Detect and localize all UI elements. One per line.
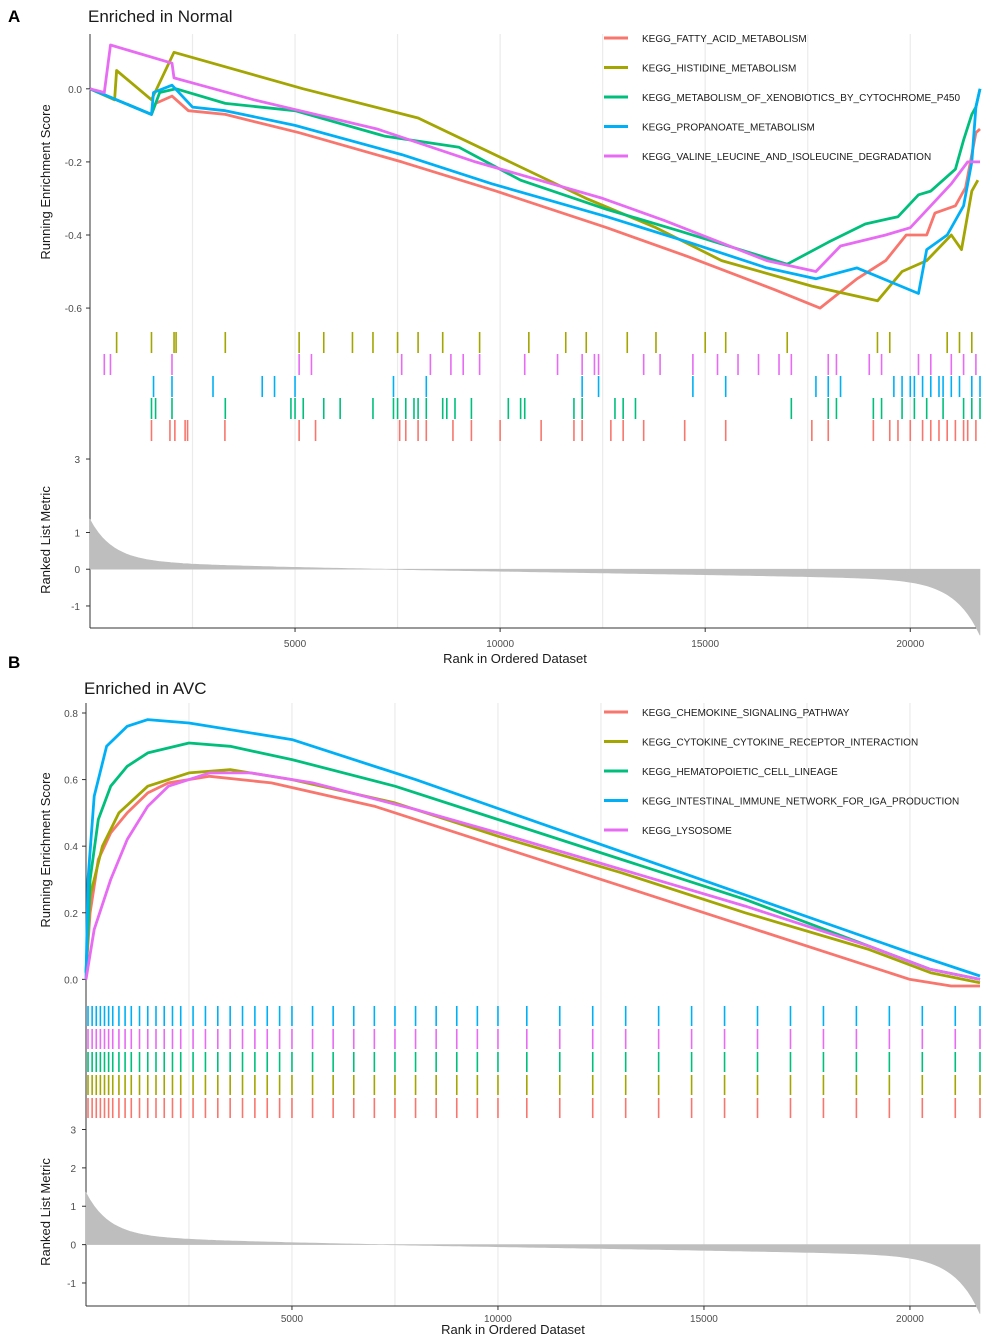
es-curve-1 (84, 774, 980, 988)
x-axis-label: Rank in Ordered Dataset (443, 651, 587, 666)
es-curve-4 (89, 83, 982, 295)
metric-tick-label: 3 (70, 1126, 76, 1137)
es-curve-5 (89, 43, 980, 273)
panel-a: A Enriched in Normal 0.0 -0.2 -0.4 -0.6 3 1 0 -1 5… (8, 7, 982, 666)
metric-tick-label: 1 (70, 1202, 76, 1213)
panel-letter: B (8, 653, 20, 672)
y-tick-label: 0.8 (64, 709, 78, 720)
legend-label: KEGG_CYTOKINE_CYTOKINE_RECEPTOR_INTERACT… (642, 738, 918, 749)
panel-b: B Enriched in AVC 0.8 0.6 0.4 0.2 0.0 3 2 1 0 -1 500… (8, 653, 981, 1337)
legend-label: KEGG_CHEMOKINE_SIGNALING_PATHWAY (642, 708, 850, 719)
panel-letter: A (8, 7, 20, 26)
metric-axis-label: Ranked List Metric (38, 1158, 53, 1266)
metric-tick-label: 2 (70, 1164, 76, 1175)
x-tick-label: 10000 (486, 639, 514, 650)
legend-label: KEGG_HEMATOPOIETIC_CELL_LINEAGE (642, 767, 838, 778)
y-tick-label: 0.4 (64, 842, 78, 853)
legend-label: KEGG_FATTY_ACID_METABOLISM (642, 34, 807, 45)
es-curve-1 (89, 87, 981, 310)
y-tick-label: -0.4 (65, 231, 83, 242)
legend-label: KEGG_HISTIDINE_METABOLISM (642, 64, 796, 75)
y-tick-label: -0.2 (65, 158, 83, 169)
legend-label: KEGG_LYSOSOME (642, 826, 732, 837)
y-tick-label: 0.0 (68, 85, 82, 96)
x-tick-label: 10000 (484, 1314, 512, 1325)
y-axis-label: Running Enrichment Score (38, 772, 53, 927)
chart-title: Enriched in AVC (84, 679, 207, 698)
es-curve-4 (84, 718, 981, 980)
legend-label: KEGG_METABOLISM_OF_XENOBIOTICS_BY_CYTOCH… (642, 93, 960, 104)
legend-label: KEGG_INTESTINAL_IMMUNE_NETWORK_FOR_IGA_P… (642, 797, 959, 808)
y-tick-label: 0.2 (64, 909, 78, 920)
es-curve-2 (89, 50, 980, 303)
x-tick-label: 5000 (284, 639, 307, 650)
x-tick-label: 15000 (690, 1314, 718, 1325)
x-tick-label: 20000 (896, 1314, 924, 1325)
y-tick-label: 0.6 (64, 776, 78, 787)
legend-label: KEGG_VALINE_LEUCINE_AND_ISOLEUCINE_DEGRA… (642, 152, 931, 163)
es-curve-5 (84, 771, 981, 981)
x-tick-label: 15000 (691, 639, 719, 650)
y-tick-label: -0.6 (65, 304, 83, 315)
metric-tick-label: 3 (74, 455, 80, 466)
metric-tick-label: 1 (74, 528, 80, 539)
ranked-metric-area (85, 1191, 981, 1314)
legend-label: KEGG_PROPANOATE_METABOLISM (642, 123, 815, 134)
metric-tick-label: 0 (74, 565, 80, 576)
x-tick-label: 20000 (896, 639, 924, 650)
x-tick-label: 5000 (281, 1314, 304, 1325)
y-axis-label: Running Enrichment Score (38, 104, 53, 259)
es-curve-3 (84, 741, 981, 981)
metric-tick-label: 0 (70, 1241, 76, 1252)
x-axis-label: Rank in Ordered Dataset (441, 1322, 585, 1337)
ranked-metric-area (89, 518, 981, 636)
chart-title: Enriched in Normal (88, 7, 233, 26)
metric-axis-label: Ranked List Metric (38, 486, 53, 594)
y-tick-label: 0.0 (64, 975, 78, 986)
metric-tick-label: -1 (67, 1279, 76, 1290)
metric-tick-label: -1 (71, 602, 80, 613)
